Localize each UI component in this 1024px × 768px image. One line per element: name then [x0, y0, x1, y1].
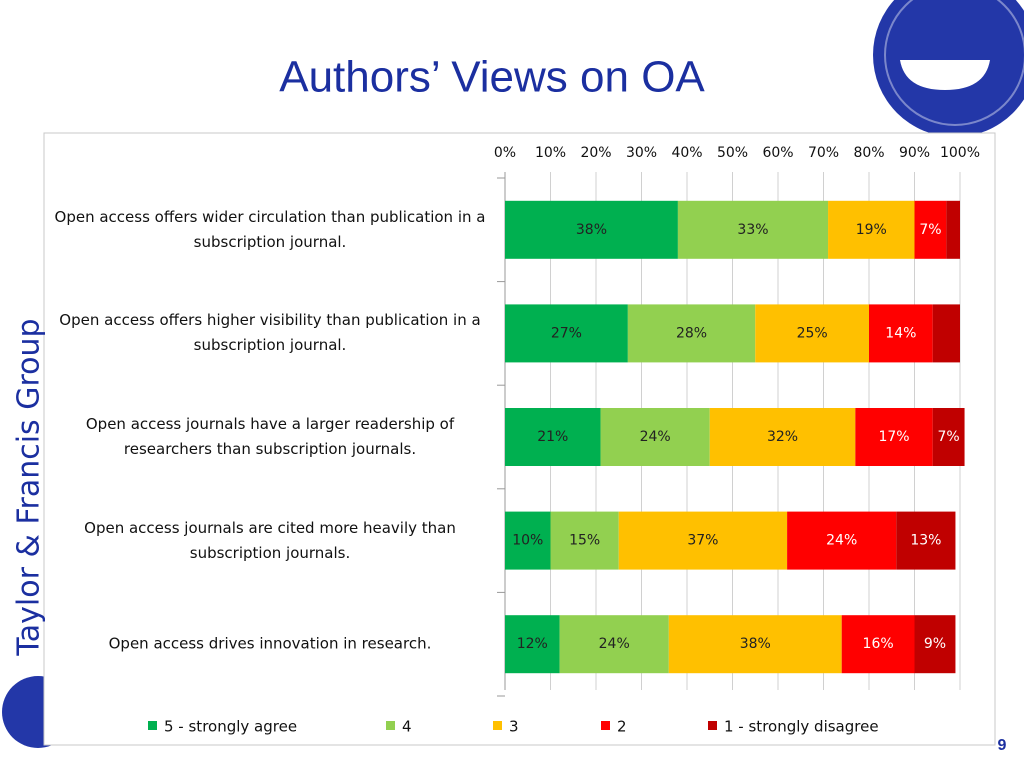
legend-swatch	[148, 721, 157, 730]
value-label: 7%	[938, 429, 960, 445]
bar-segment	[828, 200, 915, 259]
bar-segment	[896, 511, 956, 570]
x-tick-label: 100%	[940, 145, 980, 161]
value-label: 32%	[767, 429, 798, 445]
slide-title: Authors’ Views on OA	[279, 53, 705, 102]
bar-segment	[505, 200, 678, 259]
value-label: 13%	[910, 533, 941, 549]
value-label: 7%	[919, 222, 941, 238]
value-label: 37%	[687, 533, 718, 549]
logo-ring	[884, 0, 1024, 126]
legend-swatch	[493, 721, 502, 730]
bar-segment	[914, 200, 947, 259]
legend-swatch	[386, 721, 395, 730]
category-label: Open access offers wider circulation tha…	[54, 207, 486, 251]
category-label: Open access journals are cited more heav…	[84, 518, 456, 562]
value-label: 17%	[878, 429, 909, 445]
bar-segment	[914, 615, 956, 674]
value-label: 15%	[569, 533, 600, 549]
value-label: 12%	[517, 636, 548, 652]
value-label: 14%	[885, 325, 916, 341]
value-label: 24%	[640, 429, 671, 445]
bar-segment	[550, 511, 619, 570]
value-label: 24%	[599, 636, 630, 652]
x-tick-label: 50%	[717, 145, 748, 161]
value-label: 33%	[737, 222, 768, 238]
value-label: 21%	[537, 429, 568, 445]
bar-segment	[709, 408, 856, 466]
bar-segment	[677, 200, 829, 259]
bar-segment	[946, 200, 960, 259]
value-label: 9%	[924, 636, 946, 652]
value-label: 19%	[856, 222, 887, 238]
bar-segment	[755, 304, 869, 363]
bar-segment	[505, 615, 560, 674]
value-label: 27%	[551, 325, 582, 341]
value-label: 10%	[512, 533, 543, 549]
legend-swatch	[601, 721, 610, 730]
legend-swatch	[708, 721, 717, 730]
bar-segment	[505, 304, 628, 363]
bar-segment	[668, 615, 842, 674]
legend-label: 4	[402, 718, 412, 736]
bar-segment	[869, 304, 933, 363]
x-tick-label: 80%	[853, 145, 884, 161]
bar-segment	[505, 511, 551, 570]
value-label: 38%	[576, 222, 607, 238]
x-tick-label: 30%	[626, 145, 657, 161]
bar-segment	[600, 408, 710, 466]
bar-segment	[787, 511, 897, 570]
value-label: 16%	[863, 636, 894, 652]
value-label: 24%	[826, 533, 857, 549]
bar-segment	[618, 511, 788, 570]
x-tick-label: 70%	[808, 145, 839, 161]
bar-segment	[855, 408, 933, 466]
legend-label: 3	[509, 718, 519, 736]
logo-lamp	[900, 60, 990, 90]
category-label: Open access journals have a larger reade…	[85, 415, 455, 458]
value-label: 25%	[797, 325, 828, 341]
x-tick-label: 0%	[494, 145, 516, 161]
value-label: 38%	[740, 636, 771, 652]
value-label: 28%	[676, 325, 707, 341]
bar-segment	[559, 615, 669, 674]
category-label: Open access drives innovation in researc…	[108, 634, 432, 653]
brand: Taylor & Francis Group	[12, 318, 47, 656]
x-tick-label: 20%	[580, 145, 611, 161]
bar-segment	[627, 304, 756, 363]
bar-segment	[932, 408, 965, 466]
bar-segment	[841, 615, 915, 674]
category-label: Open access offers higher visibility tha…	[59, 311, 481, 355]
legend-label: 1 - strongly disagree	[724, 718, 879, 736]
legend-label: 2	[617, 718, 627, 736]
x-tick-label: 40%	[671, 145, 702, 161]
bar-segment	[505, 408, 601, 466]
legend-label: 5 - strongly agree	[164, 718, 297, 736]
x-tick-label: 60%	[762, 145, 793, 161]
bar-segment	[932, 304, 960, 363]
x-tick-label: 10%	[535, 145, 566, 161]
page-number: 9	[998, 737, 1007, 754]
x-tick-label: 90%	[899, 145, 930, 161]
